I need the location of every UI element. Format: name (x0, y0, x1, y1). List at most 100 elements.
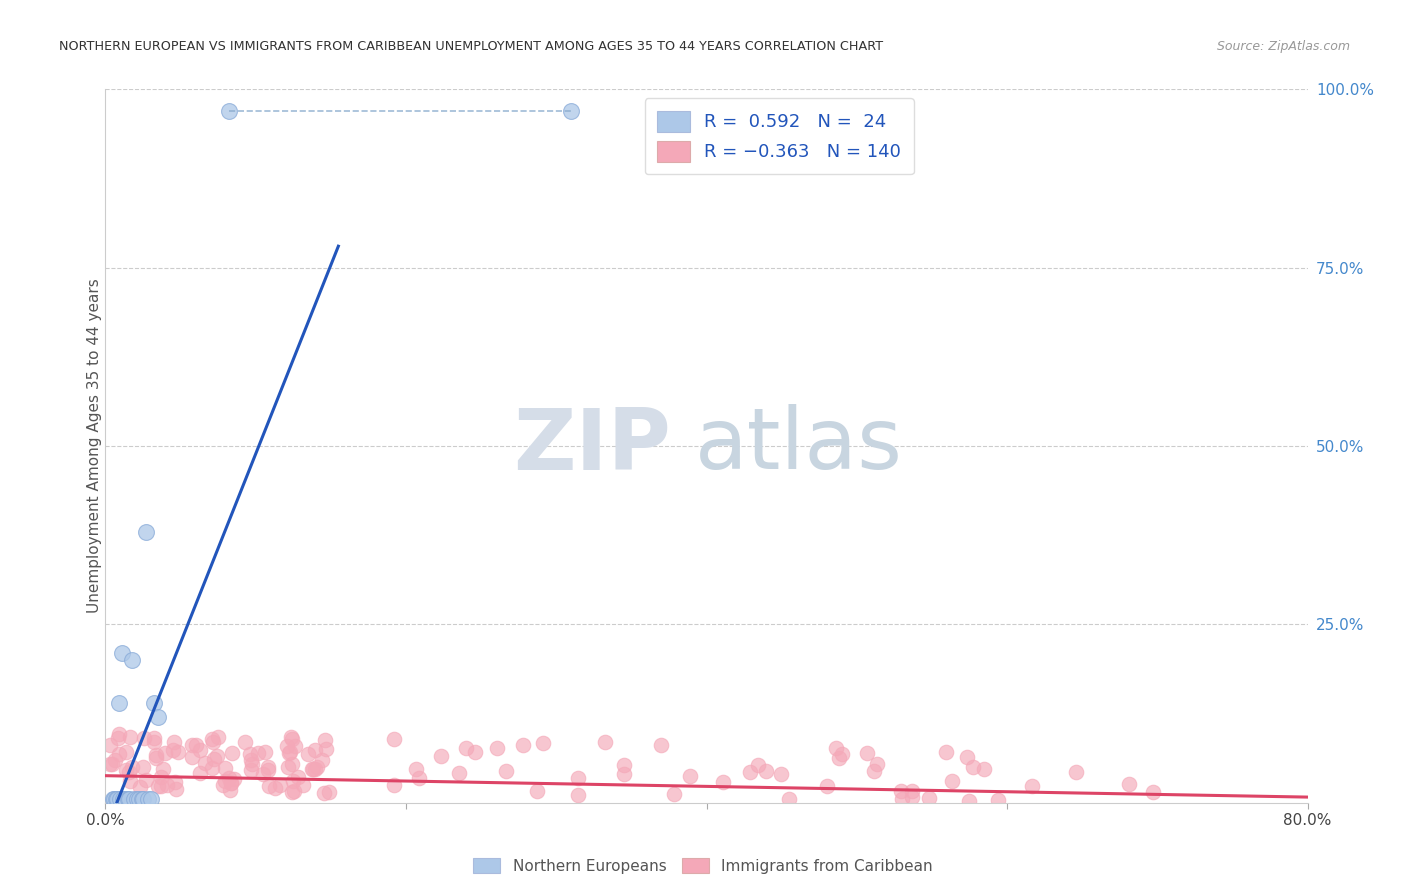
Point (256, 759, 278, 773)
Point (277, 760, 299, 774)
Point (214, 774, 236, 789)
Point (107, 731, 129, 745)
Point (112, 792, 135, 806)
Point (98, 738, 121, 752)
Point (103, 792, 125, 806)
Point (145, 750, 167, 764)
Point (464, 745, 486, 759)
Point (1142, 785, 1164, 799)
Point (142, 696, 165, 710)
Point (121, 653, 143, 667)
Point (485, 740, 508, 755)
Point (613, 766, 636, 780)
Point (219, 776, 242, 790)
Point (128, 792, 150, 806)
Point (145, 747, 167, 762)
Point (201, 761, 224, 775)
Point (181, 738, 204, 752)
Point (146, 710, 169, 724)
Point (778, 792, 800, 806)
Point (240, 756, 263, 771)
Point (240, 753, 263, 767)
Point (218, 103, 240, 118)
Point (318, 785, 340, 799)
Point (890, 784, 912, 798)
Y-axis label: Unemployment Among Ages 35 to 44 years: Unemployment Among Ages 35 to 44 years (87, 278, 101, 614)
Point (131, 792, 153, 806)
Legend: R =  0.592   N =  24, R = −0.363   N = 140: R = 0.592 N = 24, R = −0.363 N = 140 (645, 98, 914, 174)
Point (297, 747, 319, 761)
Point (495, 764, 517, 778)
Point (769, 766, 792, 780)
Point (143, 731, 166, 745)
Point (278, 745, 301, 759)
Point (107, 792, 129, 806)
Text: Source: ZipAtlas.com: Source: ZipAtlas.com (1216, 40, 1350, 54)
Point (281, 785, 304, 799)
Point (454, 740, 477, 755)
Point (131, 760, 153, 774)
Point (101, 792, 124, 806)
Point (152, 762, 174, 776)
Point (201, 735, 224, 749)
Text: NORTHERN EUROPEAN VS IMMIGRANTS FROM CARIBBEAN UNEMPLOYMENT AMONG AGES 35 TO 44 : NORTHERN EUROPEAN VS IMMIGRANTS FROM CAR… (59, 40, 883, 54)
Point (283, 784, 305, 798)
Point (301, 762, 323, 776)
Point (117, 792, 139, 806)
Point (263, 780, 285, 795)
Point (956, 749, 979, 764)
Point (149, 779, 172, 793)
Point (239, 763, 262, 777)
Point (156, 778, 179, 792)
Point (218, 771, 240, 785)
Point (125, 792, 148, 806)
Point (560, 103, 582, 118)
Point (108, 727, 131, 741)
Point (281, 756, 304, 771)
Point (1118, 777, 1140, 791)
Point (567, 771, 589, 785)
Point (246, 746, 269, 760)
Point (219, 782, 242, 797)
Point (149, 770, 172, 784)
Point (526, 784, 548, 798)
Point (269, 778, 291, 792)
Point (307, 760, 329, 774)
Point (284, 739, 307, 753)
Point (831, 747, 853, 761)
Point (98, 757, 121, 772)
Point (304, 762, 326, 776)
Point (650, 739, 672, 753)
Point (738, 764, 761, 779)
Point (679, 769, 702, 783)
Point (935, 745, 957, 759)
Point (315, 742, 337, 756)
Point (941, 774, 963, 789)
Point (162, 734, 184, 748)
Point (278, 746, 301, 760)
Point (891, 792, 914, 806)
Point (165, 781, 187, 796)
Point (104, 791, 127, 805)
Point (118, 765, 141, 780)
Point (132, 731, 155, 745)
Legend: Northern Europeans, Immigrants from Caribbean: Northern Europeans, Immigrants from Cari… (467, 852, 939, 880)
Point (129, 780, 152, 794)
Point (1066, 764, 1088, 779)
Point (135, 772, 157, 787)
Point (233, 734, 256, 748)
Point (304, 743, 326, 757)
Point (593, 735, 616, 749)
Point (121, 760, 143, 774)
Text: atlas: atlas (695, 404, 903, 488)
Point (276, 739, 298, 754)
Point (755, 764, 778, 779)
Point (312, 786, 335, 800)
Point (405, 762, 427, 776)
Point (167, 746, 190, 760)
Text: ZIP: ZIP (513, 404, 671, 488)
Point (828, 751, 851, 765)
Point (111, 646, 134, 660)
Point (114, 745, 136, 759)
Point (973, 762, 995, 776)
